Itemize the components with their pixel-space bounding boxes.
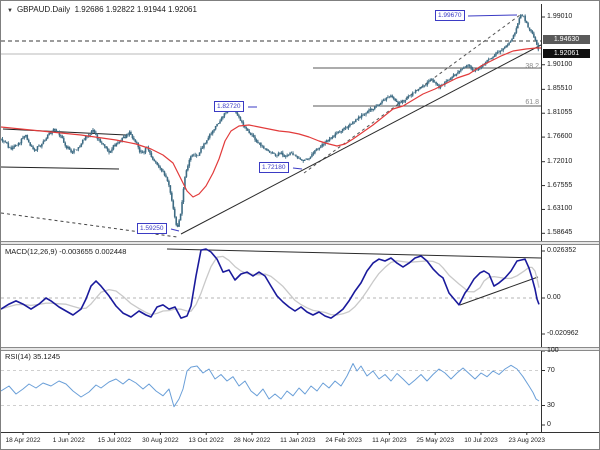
price-axis-label: 1.63100 xyxy=(547,205,573,213)
fib-level-label: 38.2 xyxy=(525,63,539,70)
callout-connector xyxy=(170,228,180,232)
time-axis-label: 10 Jul 2023 xyxy=(464,437,498,444)
macd-axis-label: 0.026352 xyxy=(547,247,577,254)
rsi-axis-label: 30 xyxy=(547,401,555,409)
bid-price-box: 1.92061 xyxy=(543,49,590,59)
price-callout-label[interactable]: 1.99670 xyxy=(435,10,465,21)
channel-lower-line xyxy=(1,166,120,170)
chart-title: ▼ GBPAUD.Daily 1.92686 1.92822 1.91944 1.… xyxy=(7,5,197,14)
time-axis-label: 15 Jul 2022 xyxy=(97,437,132,444)
price-axis-label: 1.99010 xyxy=(547,13,573,20)
time-axis-label: 13 Oct 2022 xyxy=(188,437,224,444)
price-callout-label[interactable]: 1.72180 xyxy=(259,162,289,173)
symbol-dropdown-arrow-icon: ▼ xyxy=(7,8,13,14)
pane-separator-macd[interactable] xyxy=(1,241,599,245)
time-axis-label: 11 Jan 2023 xyxy=(280,437,316,444)
macd-name: MACD(12,26,9) xyxy=(5,247,58,256)
fib-level-label: 61.8 xyxy=(525,99,539,106)
price-axis-label: 1.58645 xyxy=(547,229,573,237)
macd-signal-line xyxy=(1,255,540,316)
rsi-axis-label: 0 xyxy=(547,421,551,428)
rsi-name: RSI(14) xyxy=(5,352,31,361)
price-axis-label: 1.81055 xyxy=(547,109,573,117)
moving-average-line xyxy=(1,47,541,198)
ohlc-values: 1.92686 1.92822 1.91944 1.92061 xyxy=(74,5,197,14)
macd-axis-label: -0.020962 xyxy=(547,330,579,337)
price-axis-label: 1.85510 xyxy=(547,85,573,93)
time-axis-label: 24 Feb 2023 xyxy=(325,437,362,444)
rsi-axis-label: 70 xyxy=(547,366,555,374)
rsi-line xyxy=(1,363,540,408)
macd-ascending-trendline xyxy=(459,276,539,306)
resistance-price-box: 1.94630 xyxy=(543,35,590,45)
ascending-trendline xyxy=(180,44,542,235)
candlestick-bodies xyxy=(1,15,540,227)
rsi-axis-label: 100 xyxy=(547,347,559,354)
rsi-value: 35.1245 xyxy=(32,352,61,361)
candlestick-wicks xyxy=(1,14,539,228)
time-axis-label: 30 Aug 2022 xyxy=(142,437,179,444)
price-axis-label: 1.90100 xyxy=(547,60,573,68)
callout-connector xyxy=(292,167,303,170)
price-callout-label[interactable]: 1.82720 xyxy=(214,101,244,112)
channel-upper-line xyxy=(2,128,127,136)
time-axis-label: 1 Jun 2022 xyxy=(52,437,85,444)
macd-signal-value: 0.002448 xyxy=(95,247,127,256)
time-axis-label: 28 Nov 2022 xyxy=(233,437,271,444)
time-axis-label: 18 Apr 2022 xyxy=(5,437,41,444)
callout-connector xyxy=(467,14,518,17)
rsi-indicator-label: RSI(14) 35.1245 xyxy=(5,352,60,361)
time-axis-label: 25 May 2023 xyxy=(416,437,454,444)
macd-top-trendline xyxy=(166,248,542,259)
time-axis-label: 11 Apr 2023 xyxy=(372,437,407,444)
symbol-period-label: GBPAUD.Daily xyxy=(16,5,71,14)
macd-main-value: -0.003655 xyxy=(59,247,93,256)
time-axis-label: 23 Aug 2023 xyxy=(508,437,546,444)
price-callout-label[interactable]: 1.59250 xyxy=(137,223,167,234)
price-axis-label: 1.72010 xyxy=(547,157,573,165)
price-axis-label: 1.76600 xyxy=(547,133,573,141)
macd-axis-label: 0.00 xyxy=(547,294,561,301)
macd-main-line xyxy=(1,248,540,319)
pane-separator-rsi[interactable] xyxy=(1,347,599,351)
macd-indicator-label: MACD(12,26,9) -0.003655 0.002448 xyxy=(5,247,126,256)
price-axis-label: 1.67555 xyxy=(547,181,573,189)
